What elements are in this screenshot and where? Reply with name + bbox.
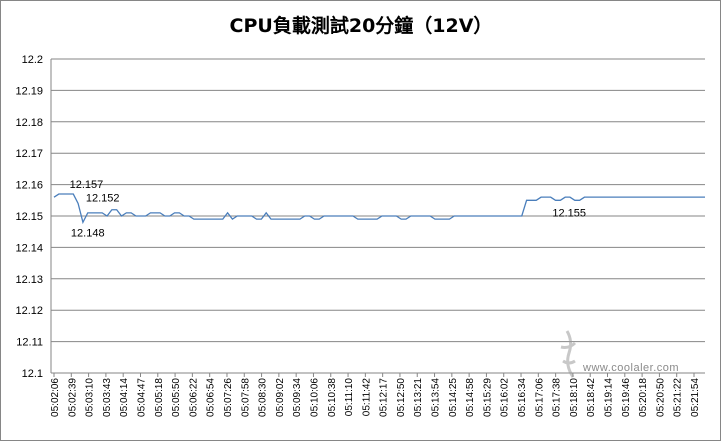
y-tick-label: 12.1: [22, 368, 43, 380]
watermark-text: www.coolaler.com: [582, 362, 679, 374]
x-tick-label: 05:13:54: [431, 378, 442, 417]
chart-title: CPU負載測試20分鐘（12V）: [230, 14, 493, 37]
x-tick-label: 05:17:38: [552, 378, 563, 417]
x-tick-label: 05:21:54: [690, 378, 701, 417]
y-tick-label: 12.2: [22, 54, 43, 66]
watermark: www.coolaler.com: [560, 330, 679, 378]
x-tick-label: 05:11:10: [344, 378, 355, 417]
y-tick-label: 12.14: [15, 242, 43, 254]
data-label: 12.148: [71, 227, 105, 239]
x-tick-label: 05:12:50: [396, 378, 407, 417]
y-tick-label: 12.11: [16, 337, 43, 349]
x-tick-label: 05:15:29: [482, 378, 493, 417]
x-tick-label: 05:16:34: [517, 378, 528, 417]
x-tick-label: 05:09:34: [292, 378, 303, 417]
x-tick-label: 05:17:06: [534, 378, 545, 417]
y-tick-label: 12.12: [15, 305, 43, 317]
data-label: 12.155: [552, 207, 586, 219]
x-tick-label: 05:11:42: [361, 378, 372, 417]
x-tick-label: 05:02:39: [67, 378, 78, 417]
x-axis-tick-labels: 05:02:06 05:02:39 05:03:10 05:03:43 05:04:14…: [50, 378, 701, 417]
x-tick-label: 05:19:14: [604, 378, 615, 417]
x-tick-label: 05:12:17: [379, 378, 390, 417]
x-tick-label: 05:08:30: [258, 378, 269, 417]
x-tick-label: 05:06:22: [188, 378, 199, 417]
data-labels: 12.157 12.148 12.152 12.155: [70, 179, 586, 239]
x-tick-label: 05:03:10: [85, 378, 96, 417]
y-axis-tick-labels: 12.1 12.11 12.12 12.13 12.14 12.15 12.16 12.17 1…: [15, 54, 43, 380]
x-tick-label: 05:07:26: [223, 378, 234, 417]
x-tick-label: 05:04:14: [119, 378, 130, 417]
data-label: 12.157: [70, 179, 104, 191]
series-layer: [53, 193, 705, 225]
x-tick-label: 05:13:21: [413, 378, 424, 417]
x-tick-label: 05:03:43: [102, 378, 113, 417]
gridlines: [51, 58, 705, 343]
y-tick-label: 12.16: [15, 180, 43, 192]
y-tick-label: 12.17: [15, 148, 43, 160]
x-tick-label: 05:10:38: [327, 378, 338, 417]
x-tick-label: 05:05:18: [154, 378, 165, 417]
x-tick-label: 05:05:50: [171, 378, 182, 417]
x-tick-label: 05:04:47: [136, 378, 147, 417]
y-tick-label: 12.13: [15, 274, 43, 286]
series-line: [53, 193, 705, 225]
data-label: 12.152: [86, 193, 120, 205]
x-tick-label: 05:18:42: [586, 378, 597, 417]
watermark-logo-icon: [560, 330, 577, 378]
x-tick-label: 05:19:46: [621, 378, 632, 417]
x-tick-label: 05:21:22: [673, 378, 684, 417]
x-tick-label: 05:18:10: [569, 378, 580, 417]
x-tick-label: 05:16:02: [500, 378, 511, 417]
x-tick-label: 05:09:02: [275, 378, 286, 417]
x-tick-label: 05:14:25: [448, 378, 459, 417]
x-tick-label: 05:07:58: [240, 378, 251, 417]
y-tick-label: 12.18: [15, 117, 43, 129]
x-tick-label: 05:06:54: [206, 378, 217, 417]
axes: [50, 59, 705, 377]
x-tick-label: 05:20:50: [655, 378, 666, 417]
y-tick-label: 12.15: [15, 211, 43, 223]
x-tick-label: 05:20:18: [638, 378, 649, 417]
y-tick-label: 12.19: [15, 85, 43, 97]
x-tick-label: 05:02:06: [50, 378, 61, 417]
x-tick-label: 05:14:58: [465, 378, 476, 417]
x-tick-label: 05:10:06: [309, 378, 320, 417]
